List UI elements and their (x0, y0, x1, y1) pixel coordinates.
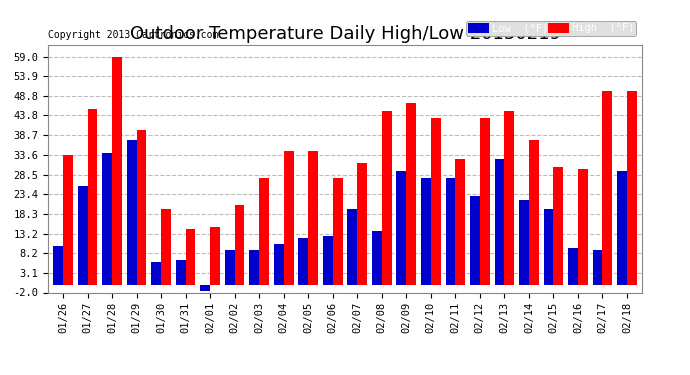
Legend: Low  (°F), High  (°F): Low (°F), High (°F) (466, 21, 636, 36)
Bar (480, 118, 490, 285)
Bar (357, 163, 367, 285)
Bar (519, 200, 529, 285)
Bar (102, 153, 112, 285)
Bar (137, 130, 146, 285)
Title: Outdoor Temperature Daily High/Low 20130219: Outdoor Temperature Daily High/Low 20130… (130, 26, 560, 44)
Bar (372, 231, 382, 285)
Bar (593, 250, 602, 285)
Bar (259, 178, 269, 285)
Bar (544, 209, 553, 285)
Bar (446, 178, 455, 285)
Bar (225, 250, 235, 285)
Bar (421, 178, 431, 285)
Bar (382, 111, 392, 285)
Bar (617, 171, 627, 285)
Bar (235, 206, 244, 285)
Bar (249, 250, 259, 285)
Bar (112, 57, 122, 285)
Bar (284, 152, 293, 285)
Bar (627, 92, 637, 285)
Bar (602, 92, 612, 285)
Bar (298, 238, 308, 285)
Bar (63, 155, 73, 285)
Bar (53, 246, 63, 285)
Bar (397, 171, 406, 285)
Bar (161, 209, 171, 285)
Bar (504, 111, 514, 285)
Bar (323, 236, 333, 285)
Bar (553, 167, 563, 285)
Bar (210, 227, 220, 285)
Bar (495, 159, 504, 285)
Bar (333, 178, 342, 285)
Bar (200, 285, 210, 291)
Bar (568, 248, 578, 285)
Bar (406, 103, 416, 285)
Bar (274, 244, 284, 285)
Bar (431, 118, 441, 285)
Bar (186, 229, 195, 285)
Bar (578, 169, 588, 285)
Bar (151, 262, 161, 285)
Bar (455, 159, 465, 285)
Bar (88, 109, 97, 285)
Bar (470, 196, 480, 285)
Bar (348, 209, 357, 285)
Bar (308, 152, 318, 285)
Bar (529, 140, 539, 285)
Text: Copyright 2013 Cartronics.com: Copyright 2013 Cartronics.com (48, 30, 219, 40)
Bar (127, 140, 137, 285)
Bar (176, 260, 186, 285)
Bar (78, 186, 88, 285)
